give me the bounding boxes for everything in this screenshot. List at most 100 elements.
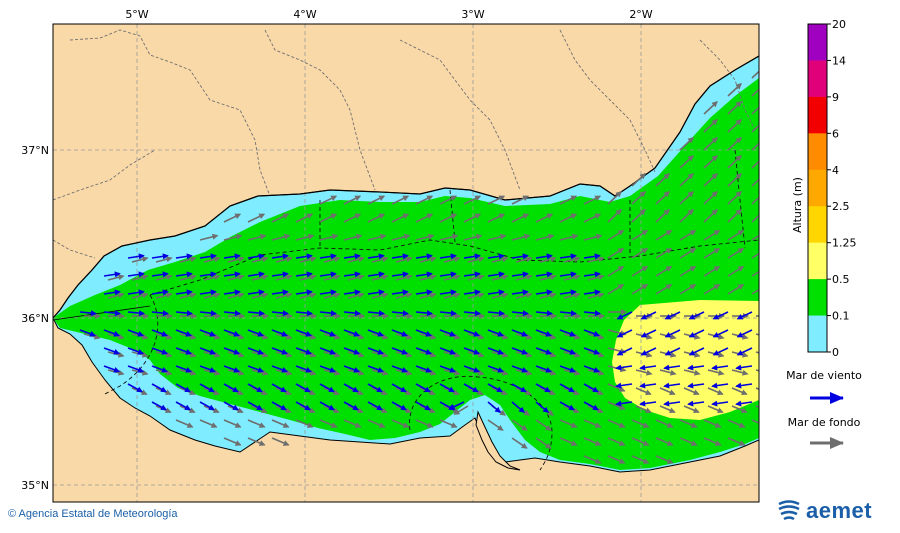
swell-arrow [607, 229, 625, 241]
swell-arrow [299, 274, 317, 281]
wind-sea-arrow [223, 329, 240, 337]
swell-arrow [607, 455, 626, 464]
wind-sea-arrow [583, 329, 600, 337]
wind-sea-arrow [367, 401, 383, 411]
wind-sea-arrow [271, 401, 287, 411]
wind-sea-arrow [688, 347, 705, 356]
wind-sea-arrow [175, 289, 193, 296]
swell-arrow [703, 265, 721, 277]
swell-arrow [299, 292, 317, 299]
wind-sea-arrow [463, 253, 481, 260]
legend-color-band [808, 206, 827, 244]
swell-arrow [511, 213, 530, 223]
wind-sea-arrow [175, 365, 192, 373]
wind-sea-arrow [616, 311, 633, 320]
wind-sea-arrow [319, 253, 337, 260]
wind-sea-arrow [687, 364, 705, 371]
wind-sea-arrow [559, 271, 577, 278]
height-legend: 20 14 9 6 4 2.5 1.25 0.5 0.1 0 Altura (m) [791, 18, 857, 359]
wind-sea-arrow [439, 310, 457, 317]
wind-sea-arrow [415, 253, 433, 260]
wind-sea-arrow [391, 383, 407, 393]
wind-sea-arrow [448, 401, 465, 410]
swell-arrow [203, 274, 221, 281]
swell-arrow [679, 247, 697, 259]
swell-arrow [683, 369, 701, 376]
wind-sea-arrow [367, 310, 385, 317]
swell-arrow [131, 256, 149, 263]
swell-arrow [299, 256, 317, 263]
swell-arrow [467, 274, 485, 281]
swell-arrow [631, 419, 650, 428]
wind-sea-arrow [319, 329, 336, 337]
swell-arrow [223, 419, 242, 428]
swell-arrow [535, 419, 552, 431]
wind-sea-arrow [583, 253, 601, 260]
wind-sea-arrow [487, 271, 505, 278]
wind-sea-arrow [511, 329, 528, 337]
swell-arrow [679, 137, 694, 151]
wind-sea-arrows [79, 253, 753, 413]
lat-label: 36°N [21, 312, 49, 325]
wind-sea-arrow [175, 383, 191, 393]
swell-arrow [583, 437, 602, 446]
swell-arrow [703, 437, 722, 446]
swell-arrow [703, 229, 721, 241]
swell-arrow [751, 288, 759, 295]
swell-arrow [535, 437, 552, 449]
swell-arrow [107, 274, 125, 281]
wind-sea-arrow [535, 365, 552, 373]
wind-sea-arrow [295, 401, 311, 411]
wind-sea-arrow [415, 310, 433, 317]
lon-label: 4°W [293, 8, 316, 21]
wind-sea-arrow [511, 310, 529, 317]
wind-sea-arrow [391, 401, 407, 411]
legend-color-band [808, 169, 827, 207]
wind-sea-arrow [487, 347, 504, 355]
wind-sea-arrow [439, 329, 456, 337]
wind-sea-arrow [415, 329, 432, 337]
swell-arrow [295, 419, 314, 428]
swell-arrow [631, 437, 650, 446]
swell-arrow [367, 213, 386, 223]
wind-sea-arrow [535, 289, 553, 296]
swell-label: Mar de fondo [788, 416, 861, 429]
swell-arrow [487, 419, 504, 431]
wind-sea-arrow [664, 347, 681, 356]
wind-sea-arrow [247, 365, 264, 373]
swell-arrow [755, 405, 759, 409]
wind-sea-arrow [640, 347, 657, 356]
wind-sea-arrow [415, 271, 433, 278]
swell-arrow [707, 387, 724, 396]
wind-sea-arrow [127, 289, 145, 296]
wind-sea-arrow [415, 383, 431, 393]
swell-arrow [751, 234, 759, 241]
swell-arrow [751, 419, 759, 424]
wind-sea-arrow [711, 364, 729, 371]
wind-sea-arrow [367, 271, 385, 278]
wind-sea-arrow [271, 289, 289, 296]
swell-arrow [727, 437, 746, 446]
wind-sea-arrow [511, 289, 529, 296]
wind-sea-arrow [151, 310, 169, 317]
wind-sea-arrow [736, 311, 753, 320]
wind-sea-arrow [663, 364, 681, 371]
wind-sea-arrow [151, 347, 168, 355]
swell-arrow [179, 292, 197, 299]
swell-arrow [679, 419, 698, 428]
lon-label: 5°W [125, 8, 148, 21]
swell-arrow [487, 233, 507, 241]
swell-arrow [659, 369, 677, 376]
swell-arrow [511, 233, 531, 241]
wind-sea-arrow [559, 329, 576, 337]
wind-sea-arrow [511, 271, 529, 278]
wind-sea-arrow [487, 329, 504, 337]
swell-arrow [275, 256, 293, 263]
swell-arrow [271, 419, 290, 428]
swell-arrow [679, 229, 697, 241]
wind-sea-arrow [103, 329, 120, 337]
wind-sea-arrow [223, 310, 241, 317]
copyright-credit: © Agencia Estatal de Meteorología [8, 508, 178, 520]
wind-sea-arrow [559, 401, 575, 411]
swell-arrow [583, 195, 602, 205]
